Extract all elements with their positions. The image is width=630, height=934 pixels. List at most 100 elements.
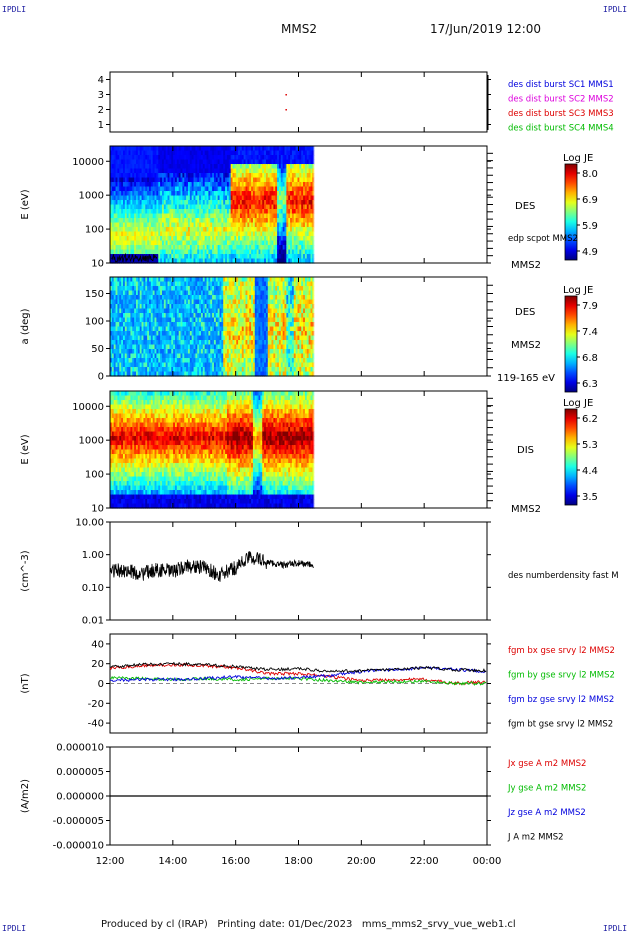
- des-pitch-cell: [234, 304, 237, 310]
- des-energy-cell: [265, 186, 269, 192]
- des-energy-cell: [123, 222, 126, 228]
- des-pitch-cell: [241, 367, 245, 373]
- des-energy-cell: [247, 254, 250, 260]
- des-energy-cell: [273, 164, 276, 170]
- des-energy-cell: [234, 173, 237, 179]
- des-energy-cell: [269, 191, 273, 197]
- des-energy-cell: [258, 258, 261, 264]
- des-energy-cell: [245, 227, 248, 233]
- des-energy-cell: [150, 249, 154, 255]
- des-energy-cell: [187, 164, 191, 170]
- des-energy-cell: [150, 222, 154, 228]
- des-energy-cell: [139, 245, 143, 251]
- des-energy-cell: [278, 213, 282, 219]
- des-energy-cell: [123, 236, 126, 242]
- des-energy-cell: [225, 186, 228, 192]
- des-pitch-cell: [139, 349, 143, 355]
- des-pitch-cell: [197, 344, 200, 350]
- des-energy-cell: [167, 155, 171, 161]
- des-pitch-cell: [148, 340, 152, 346]
- des-pitch-cell: [252, 295, 256, 301]
- des-energy-cell: [154, 177, 158, 183]
- des-pitch-cell: [147, 326, 150, 332]
- des-energy-cell: [212, 231, 215, 237]
- des-energy-cell: [280, 191, 284, 197]
- des-pitch-cell: [169, 331, 172, 337]
- des-pitch-cell: [150, 286, 154, 292]
- des-pitch-cell: [202, 353, 206, 359]
- des-pitch-cell: [195, 281, 198, 287]
- des-pitch-cell: [193, 340, 196, 346]
- des-pitch-cell: [128, 322, 132, 328]
- des-pitch-cell: [273, 317, 276, 323]
- des-energy-cell: [264, 231, 267, 237]
- des-energy-cell: [123, 245, 126, 251]
- des-energy-cell: [251, 227, 254, 233]
- des-pitch-cell: [191, 344, 195, 350]
- des-energy-cell: [135, 186, 139, 192]
- des-energy-cell: [152, 168, 156, 174]
- des-pitch-cell: [260, 322, 263, 328]
- des-energy-cell: [267, 173, 271, 179]
- des-pitch-cell: [124, 281, 128, 287]
- des-pitch-cell: [123, 286, 126, 292]
- des-energy-cell: [291, 231, 295, 237]
- des-pitch-cell: [182, 358, 185, 364]
- des-energy-cell: [226, 254, 230, 260]
- des-energy-cell: [223, 231, 226, 237]
- des-energy-cell: [271, 168, 274, 174]
- des-energy-cell: [310, 159, 313, 165]
- des-energy-cell: [217, 218, 221, 224]
- des-pitch-cell: [160, 295, 163, 301]
- des-energy-cell: [115, 231, 119, 237]
- des-energy-cell: [284, 195, 287, 201]
- des-energy-cell: [186, 150, 189, 156]
- des-energy-cell: [241, 173, 245, 179]
- des-pitch-cell: [197, 308, 200, 314]
- des-pitch-cell: [113, 349, 117, 355]
- des-energy-cell: [226, 204, 230, 210]
- des-energy-cell: [141, 222, 145, 228]
- des-energy-cell: [200, 245, 204, 251]
- des-energy-cell: [212, 236, 215, 242]
- des-energy-cell: [186, 177, 189, 183]
- des-energy-cell: [200, 155, 204, 161]
- des-pitch-cell: [191, 367, 195, 373]
- des-energy-cell: [265, 182, 269, 188]
- des-energy-cell: [204, 222, 208, 228]
- des-energy-cell: [210, 159, 213, 165]
- des-energy-cell: [163, 177, 167, 183]
- des-energy-cell: [178, 191, 182, 197]
- des-pitch-cell: [117, 295, 120, 301]
- des-energy-cell: [303, 173, 306, 179]
- des-energy-cell: [228, 164, 232, 170]
- des-energy-cell: [271, 231, 274, 237]
- des-pitch-cell: [132, 358, 135, 364]
- des-pitch-cell: [236, 335, 239, 341]
- des-energy-cell: [132, 218, 135, 224]
- des-energy-cell: [158, 218, 161, 224]
- des-energy-cell: [234, 240, 237, 246]
- des-energy-cell: [286, 218, 289, 224]
- des-pitch-cell: [215, 313, 219, 319]
- des-energy-cell: [148, 173, 152, 179]
- des-pitch-cell: [197, 349, 200, 355]
- des-energy-cell: [176, 204, 180, 210]
- des-pitch-cell: [126, 331, 130, 337]
- des-pitch-cell: [111, 277, 115, 283]
- des-pitch-cell: [264, 331, 267, 337]
- des-pitch-cell: [260, 335, 263, 341]
- des-energy-cell: [137, 200, 141, 206]
- des-pitch-cell: [186, 371, 189, 377]
- des-pitch-cell: [169, 371, 172, 377]
- des-pitch-cell: [176, 349, 180, 355]
- des-pitch-cell: [180, 322, 183, 328]
- des-pitch-cell: [208, 277, 211, 283]
- des-pitch-cell: [200, 358, 204, 364]
- des-pitch-cell: [180, 317, 183, 323]
- des-energy-cell: [169, 164, 172, 170]
- des-pitch-cell: [110, 277, 113, 283]
- des-pitch-cell: [119, 349, 122, 355]
- des-pitch-cell: [119, 295, 122, 301]
- des-energy-cell: [202, 222, 206, 228]
